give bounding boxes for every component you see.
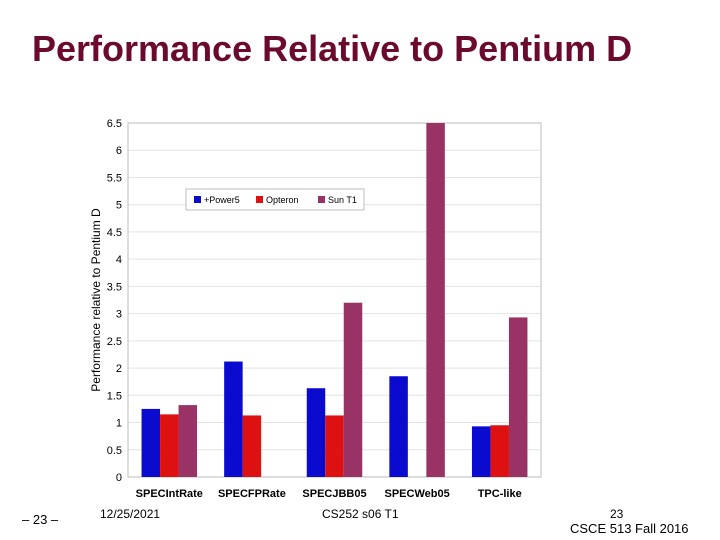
chart-container: 0 0.5 1 1.5 2 2.5 3 3.5 4 4.5 5 5.5 6 6.5 SPECIntRate… <box>88 112 558 509</box>
bar-opteron-tpc-like <box>490 425 509 477</box>
legend-swatch <box>194 196 201 203</box>
slide-title: Performance Relative to Pentium D <box>32 28 633 69</box>
bar-power5-specweb05 <box>389 376 408 477</box>
y-tick-label: 4 <box>116 254 122 266</box>
y-tick-label: 1.5 <box>107 390 122 402</box>
x-tick-label: TPC-like <box>478 488 522 500</box>
bars <box>141 123 528 477</box>
legend-label: Sun T1 <box>328 195 357 205</box>
y-tick-label: 3 <box>116 309 122 321</box>
bar-opteron-specintrate <box>160 414 179 477</box>
bar-power5-tpc-like <box>471 426 491 477</box>
legend-box <box>185 188 365 211</box>
legend-swatch <box>318 196 325 203</box>
footer-page-label: – 23 – <box>22 512 59 527</box>
y-tick-label: 6 <box>116 145 122 157</box>
footer-course-right: CSCE 513 Fall 2016 <box>570 521 689 536</box>
footer-date: 12/25/2021 <box>100 507 161 521</box>
bar-power5-specintrate <box>141 408 161 477</box>
bar-sunt1-specjbb05 <box>343 302 363 477</box>
y-tick-label: 1 <box>116 418 122 430</box>
legend-label: Opteron <box>266 195 299 205</box>
legend-label: +Power5 <box>204 195 240 205</box>
x-tick-label: SPECFPRate <box>218 488 286 500</box>
y-tick-label: 5.5 <box>107 172 122 184</box>
bar-opteron-specfprate <box>242 415 262 477</box>
bar-sunt1-specintrate <box>178 405 198 477</box>
y-tick-label: 4.5 <box>107 227 122 239</box>
bar-power5-specjbb05 <box>306 388 326 477</box>
y-tick-label: 0 <box>116 472 122 484</box>
legend-swatch <box>256 196 263 203</box>
footer-course: CS252 s06 T1 <box>322 507 399 521</box>
y-tick-label: 0.5 <box>107 445 122 457</box>
y-tick-label: 5 <box>116 200 122 212</box>
footer-slide-number: 23 <box>610 507 624 521</box>
x-tick-label: SPECJBB05 <box>302 488 366 500</box>
y-tick-label: 2.5 <box>107 336 122 348</box>
y-axis-label: Performance relative to Pentium D <box>89 208 103 392</box>
legend: +Power5 Opteron Sun T1 <box>185 188 365 211</box>
x-tick-label: SPECIntRate <box>136 488 203 500</box>
y-tick-label: 3.5 <box>107 281 122 293</box>
y-tick-label: 2 <box>116 363 122 375</box>
y-tick-label: 6.5 <box>107 118 122 130</box>
bar-power5-specfprate <box>224 361 243 477</box>
bar-chart: 0 0.5 1 1.5 2 2.5 3 3.5 4 4.5 5 5.5 6 6.5 SPECIntRate… <box>89 118 542 500</box>
bar-opteron-specjbb05 <box>325 415 344 477</box>
bar-sunt1-specweb05 <box>426 123 445 477</box>
x-tick-labels: SPECIntRate SPECFPRate SPECJBB05 SPECWeb05 T… <box>136 488 522 500</box>
y-tick-labels: 0 0.5 1 1.5 2 2.5 3 3.5 4 4.5 5 5.5 6 6.5 <box>107 118 122 484</box>
x-tick-label: SPECWeb05 <box>384 488 449 500</box>
bar-sunt1-tpc-like <box>508 317 528 477</box>
